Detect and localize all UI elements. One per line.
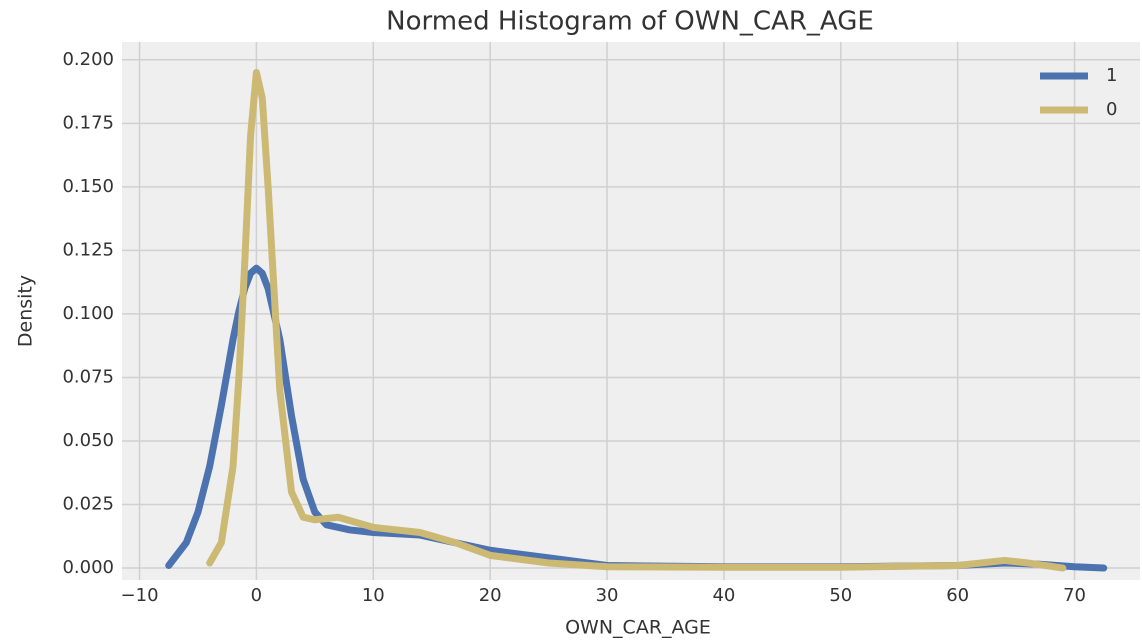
y-tick-label: 0.000 [62, 557, 114, 578]
y-tick-label: 0.200 [62, 49, 114, 70]
x-axis-label: OWN_CAR_AGE [565, 617, 711, 639]
density-line [206, 68, 1067, 572]
x-tick-label: 10 [362, 585, 385, 606]
x-tick-label: 70 [1063, 585, 1086, 606]
x-tick-label: 30 [596, 585, 619, 606]
x-tick-label: 0 [251, 585, 262, 606]
chart-title: Normed Histogram of OWN_CAR_AGE [386, 7, 874, 37]
legend-label: 0 [1106, 99, 1117, 120]
y-tick-label: 0.025 [62, 494, 114, 515]
y-tick-label: 0.175 [62, 112, 114, 133]
x-tick-label: 60 [946, 585, 969, 606]
x-tick-label: −10 [121, 585, 159, 606]
x-tick-label: 20 [479, 585, 502, 606]
y-axis-label: Density [15, 275, 37, 347]
x-tick-label: 40 [712, 585, 735, 606]
y-tick-label: 0.150 [62, 176, 114, 197]
y-tick-label: 0.100 [62, 303, 114, 324]
y-tick-label: 0.075 [62, 366, 114, 387]
y-tick-label: 0.050 [62, 430, 114, 451]
legend-label: 1 [1106, 65, 1117, 86]
x-tick-label: 50 [829, 585, 852, 606]
y-tick-label: 0.125 [62, 239, 114, 260]
